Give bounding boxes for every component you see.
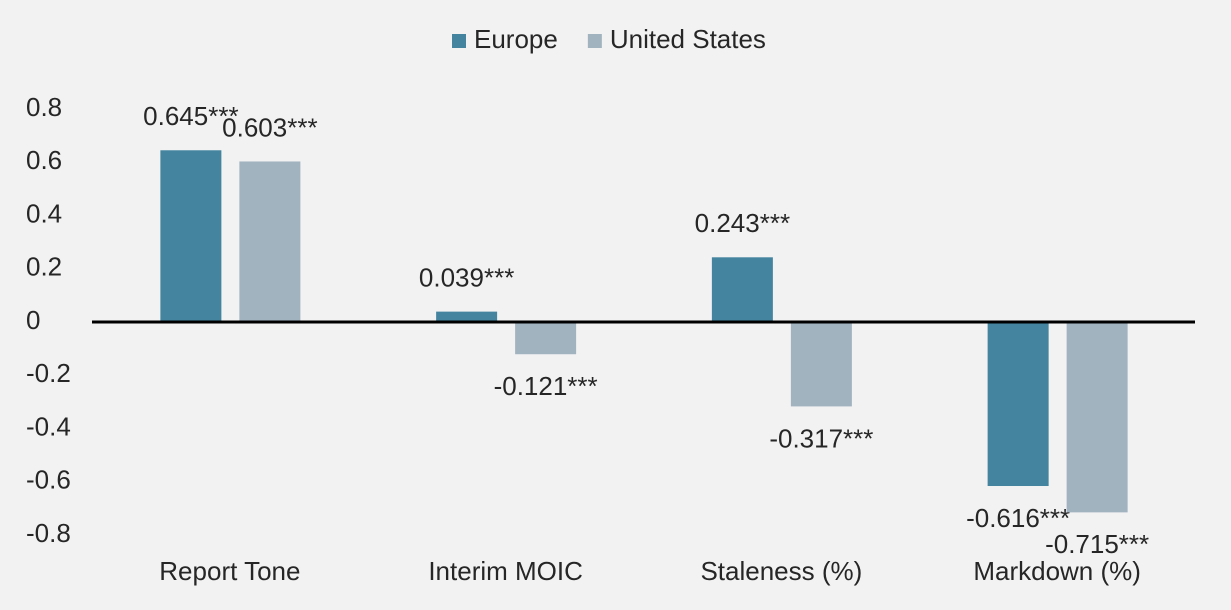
y-tick-label: 0.8 — [26, 92, 62, 122]
bar — [790, 322, 852, 407]
x-tick-label: Markdown (%) — [973, 556, 1141, 586]
legend-swatch — [587, 34, 602, 48]
bar — [1066, 322, 1128, 513]
bar — [515, 322, 577, 355]
x-tick-label: Interim MOIC — [428, 556, 583, 586]
bar — [160, 150, 222, 322]
legend-label: Europe — [474, 24, 558, 54]
y-tick-label: 0.6 — [26, 145, 62, 175]
legend-swatch — [452, 34, 466, 48]
x-tick-label: Staleness (%) — [700, 556, 862, 586]
bar — [711, 257, 773, 322]
value-label: -0.616*** — [966, 503, 1070, 533]
value-label: 0.039*** — [419, 262, 514, 292]
y-tick-label: 0.2 — [26, 252, 62, 282]
y-tick-label: 0 — [26, 305, 40, 335]
bar — [239, 161, 301, 322]
value-label: 0.603*** — [222, 112, 317, 142]
x-tick-label: Report Tone — [159, 556, 300, 586]
bar — [436, 311, 498, 322]
y-tick-label: 0.4 — [26, 198, 62, 228]
y-tick-label: -0.4 — [26, 411, 71, 441]
value-label: -0.121*** — [494, 371, 598, 401]
y-tick-label: -0.2 — [26, 358, 71, 388]
value-label: 0.645*** — [143, 101, 238, 131]
value-label: 0.243*** — [695, 208, 790, 238]
y-tick-label: -0.8 — [26, 518, 71, 548]
value-label: -0.317*** — [769, 423, 873, 453]
value-label: -0.715*** — [1045, 529, 1149, 559]
bar — [987, 322, 1049, 487]
y-tick-label: -0.6 — [26, 465, 71, 495]
legend-label: United States — [610, 24, 766, 54]
